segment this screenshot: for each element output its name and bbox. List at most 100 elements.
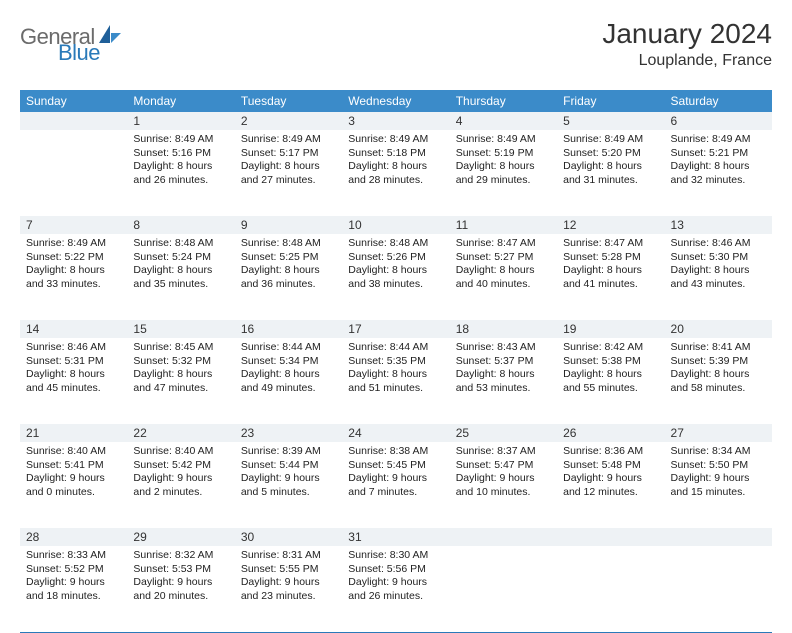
daylight-text: and 49 minutes. <box>241 382 336 396</box>
day-cell: Sunrise: 8:41 AMSunset: 5:39 PMDaylight:… <box>665 338 772 424</box>
day-number: 1 <box>127 112 234 130</box>
day-cell-body: Sunrise: 8:46 AMSunset: 5:31 PMDaylight:… <box>20 338 127 402</box>
day-number: 19 <box>557 320 664 338</box>
day-number <box>557 528 664 546</box>
day-number: 16 <box>235 320 342 338</box>
day-number: 7 <box>20 216 127 234</box>
daylight-text: and 23 minutes. <box>241 590 336 604</box>
day-cell-body: Sunrise: 8:49 AMSunset: 5:20 PMDaylight:… <box>557 130 664 194</box>
daylight-text: and 18 minutes. <box>26 590 121 604</box>
day-cell: Sunrise: 8:47 AMSunset: 5:28 PMDaylight:… <box>557 234 664 320</box>
day-cell-body: Sunrise: 8:37 AMSunset: 5:47 PMDaylight:… <box>450 442 557 506</box>
day-cell: Sunrise: 8:47 AMSunset: 5:27 PMDaylight:… <box>450 234 557 320</box>
sunrise-text: Sunrise: 8:44 AM <box>348 341 443 355</box>
daylight-text: Daylight: 8 hours <box>348 160 443 174</box>
daylight-text: and 47 minutes. <box>133 382 228 396</box>
daylight-text: Daylight: 8 hours <box>26 264 121 278</box>
sunset-text: Sunset: 5:28 PM <box>563 251 658 265</box>
day-cell: Sunrise: 8:43 AMSunset: 5:37 PMDaylight:… <box>450 338 557 424</box>
sunset-text: Sunset: 5:50 PM <box>671 459 766 473</box>
logo-text-2: Blue <box>58 40 100 66</box>
daylight-text: Daylight: 8 hours <box>241 368 336 382</box>
sunset-text: Sunset: 5:17 PM <box>241 147 336 161</box>
daynum-row: 21222324252627 <box>20 424 772 442</box>
calendar-table: Sunday Monday Tuesday Wednesday Thursday… <box>20 90 772 633</box>
day-cell: Sunrise: 8:33 AMSunset: 5:52 PMDaylight:… <box>20 546 127 632</box>
logo-sail-icon <box>99 25 121 50</box>
week-row: Sunrise: 8:49 AMSunset: 5:16 PMDaylight:… <box>20 130 772 216</box>
sunset-text: Sunset: 5:55 PM <box>241 563 336 577</box>
daylight-text: Daylight: 8 hours <box>671 368 766 382</box>
daylight-text: Daylight: 8 hours <box>563 264 658 278</box>
day-cell: Sunrise: 8:45 AMSunset: 5:32 PMDaylight:… <box>127 338 234 424</box>
day-number: 26 <box>557 424 664 442</box>
sunrise-text: Sunrise: 8:49 AM <box>563 133 658 147</box>
day-cell: Sunrise: 8:38 AMSunset: 5:45 PMDaylight:… <box>342 442 449 528</box>
sunrise-text: Sunrise: 8:48 AM <box>241 237 336 251</box>
day-cell-body: Sunrise: 8:31 AMSunset: 5:55 PMDaylight:… <box>235 546 342 610</box>
sunrise-text: Sunrise: 8:49 AM <box>241 133 336 147</box>
day-cell <box>665 546 772 632</box>
sunrise-text: Sunrise: 8:49 AM <box>671 133 766 147</box>
day-number: 20 <box>665 320 772 338</box>
day-cell-body: Sunrise: 8:46 AMSunset: 5:30 PMDaylight:… <box>665 234 772 298</box>
daylight-text: and 0 minutes. <box>26 486 121 500</box>
title-block: January 2024 Louplande, France <box>602 18 772 70</box>
daylight-text: Daylight: 8 hours <box>133 368 228 382</box>
sunset-text: Sunset: 5:52 PM <box>26 563 121 577</box>
daylight-text: and 28 minutes. <box>348 174 443 188</box>
day-cell: Sunrise: 8:37 AMSunset: 5:47 PMDaylight:… <box>450 442 557 528</box>
sunset-text: Sunset: 5:56 PM <box>348 563 443 577</box>
daylight-text: and 27 minutes. <box>241 174 336 188</box>
day-cell: Sunrise: 8:42 AMSunset: 5:38 PMDaylight:… <box>557 338 664 424</box>
day-cell: Sunrise: 8:49 AMSunset: 5:22 PMDaylight:… <box>20 234 127 320</box>
sunrise-text: Sunrise: 8:49 AM <box>26 237 121 251</box>
sunrise-text: Sunrise: 8:46 AM <box>26 341 121 355</box>
day-number: 17 <box>342 320 449 338</box>
sunset-text: Sunset: 5:42 PM <box>133 459 228 473</box>
day-cell: Sunrise: 8:30 AMSunset: 5:56 PMDaylight:… <box>342 546 449 632</box>
daylight-text: Daylight: 8 hours <box>671 160 766 174</box>
day-number <box>665 528 772 546</box>
day-cell: Sunrise: 8:46 AMSunset: 5:30 PMDaylight:… <box>665 234 772 320</box>
sunset-text: Sunset: 5:24 PM <box>133 251 228 265</box>
day-cell-body: Sunrise: 8:49 AMSunset: 5:22 PMDaylight:… <box>20 234 127 298</box>
day-cell-body: Sunrise: 8:49 AMSunset: 5:21 PMDaylight:… <box>665 130 772 194</box>
daylight-text: Daylight: 8 hours <box>563 160 658 174</box>
sunset-text: Sunset: 5:19 PM <box>456 147 551 161</box>
dow-sun: Sunday <box>20 90 127 112</box>
sunrise-text: Sunrise: 8:41 AM <box>671 341 766 355</box>
day-cell-body: Sunrise: 8:41 AMSunset: 5:39 PMDaylight:… <box>665 338 772 402</box>
day-cell-body: Sunrise: 8:38 AMSunset: 5:45 PMDaylight:… <box>342 442 449 506</box>
daynum-row: 28293031 <box>20 528 772 546</box>
sunrise-text: Sunrise: 8:47 AM <box>563 237 658 251</box>
sunset-text: Sunset: 5:32 PM <box>133 355 228 369</box>
sunset-text: Sunset: 5:45 PM <box>348 459 443 473</box>
sunset-text: Sunset: 5:30 PM <box>671 251 766 265</box>
day-cell: Sunrise: 8:48 AMSunset: 5:25 PMDaylight:… <box>235 234 342 320</box>
day-cell-body: Sunrise: 8:48 AMSunset: 5:26 PMDaylight:… <box>342 234 449 298</box>
day-number: 13 <box>665 216 772 234</box>
sunset-text: Sunset: 5:20 PM <box>563 147 658 161</box>
day-number: 25 <box>450 424 557 442</box>
sunrise-text: Sunrise: 8:49 AM <box>456 133 551 147</box>
sunset-text: Sunset: 5:26 PM <box>348 251 443 265</box>
sunrise-text: Sunrise: 8:37 AM <box>456 445 551 459</box>
day-cell: Sunrise: 8:48 AMSunset: 5:26 PMDaylight:… <box>342 234 449 320</box>
day-cell: Sunrise: 8:44 AMSunset: 5:35 PMDaylight:… <box>342 338 449 424</box>
week-row: Sunrise: 8:33 AMSunset: 5:52 PMDaylight:… <box>20 546 772 632</box>
daylight-text: and 26 minutes. <box>133 174 228 188</box>
dow-fri: Friday <box>557 90 664 112</box>
day-number: 6 <box>665 112 772 130</box>
sunset-text: Sunset: 5:47 PM <box>456 459 551 473</box>
sunrise-text: Sunrise: 8:47 AM <box>456 237 551 251</box>
daylight-text: and 36 minutes. <box>241 278 336 292</box>
day-cell-body: Sunrise: 8:42 AMSunset: 5:38 PMDaylight:… <box>557 338 664 402</box>
sunset-text: Sunset: 5:53 PM <box>133 563 228 577</box>
dow-mon: Monday <box>127 90 234 112</box>
daylight-text: Daylight: 9 hours <box>241 472 336 486</box>
sunset-text: Sunset: 5:27 PM <box>456 251 551 265</box>
day-number: 5 <box>557 112 664 130</box>
daylight-text: Daylight: 8 hours <box>456 160 551 174</box>
daylight-text: Daylight: 8 hours <box>348 264 443 278</box>
